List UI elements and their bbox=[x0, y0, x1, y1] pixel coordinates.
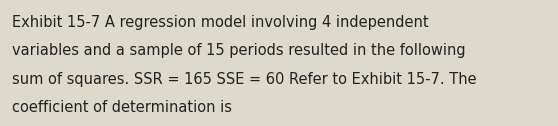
Text: Exhibit 15-7 A regression model involving 4 independent: Exhibit 15-7 A regression model involvin… bbox=[12, 15, 429, 30]
Text: sum of squares. SSR = 165 SSE = 60 Refer to Exhibit 15-7. The: sum of squares. SSR = 165 SSE = 60 Refer… bbox=[12, 72, 477, 87]
Text: variables and a sample of 15 periods resulted in the following: variables and a sample of 15 periods res… bbox=[12, 43, 466, 58]
Text: coefficient of determination is: coefficient of determination is bbox=[12, 100, 232, 115]
